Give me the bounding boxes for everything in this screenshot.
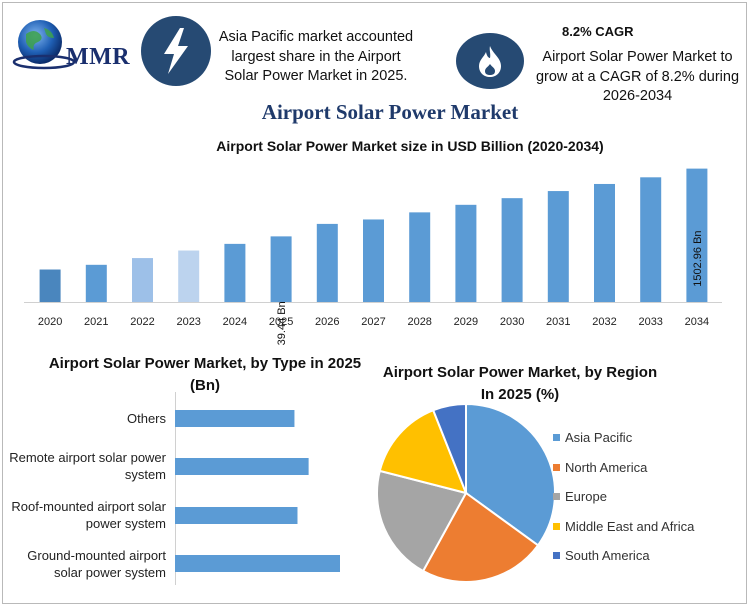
legend-label: Europe — [565, 489, 607, 505]
legend-item: North America — [553, 453, 694, 483]
lightning-icon — [164, 28, 188, 74]
bar-2034 — [686, 168, 708, 302]
legend-swatch — [553, 552, 560, 560]
info-asia-pacific: Asia Pacific market accounted largest sh… — [218, 29, 414, 84]
bar-2024 — [224, 243, 246, 302]
logo-text: MMR — [66, 44, 131, 70]
type-label-others: Others — [126, 411, 166, 426]
x-tick-label: 2029 — [454, 316, 478, 328]
flame-badge — [456, 33, 524, 89]
page-title: Airport Solar Power Market — [261, 100, 519, 124]
legend-item: Asia Pacific — [553, 423, 694, 453]
type-chart-title: Airport Solar Power Market, by Type in 2… — [48, 355, 362, 394]
legend-label: South America — [565, 548, 650, 564]
type-label-roof: Roof-mounted airport solar power system — [11, 499, 166, 531]
cagr-title: 8.2% CAGR — [562, 24, 634, 39]
legend-item: Europe — [553, 482, 694, 512]
lightning-badge — [141, 16, 211, 86]
globe-icon — [12, 20, 76, 70]
bar-2033 — [640, 177, 662, 302]
x-tick-label: 2026 — [315, 316, 339, 328]
x-tick-label: 2033 — [638, 316, 662, 328]
legend-item: South America — [553, 541, 694, 571]
bar-2026 — [316, 223, 338, 302]
x-tick-label: 2025 — [269, 316, 293, 328]
x-tick-label: 2024 — [223, 316, 247, 328]
region-chart-title: Airport Solar Power Market, by Region In… — [382, 364, 658, 403]
x-tick-label: 2027 — [361, 316, 385, 328]
mmr-logo — [10, 18, 135, 78]
x-tick-label: 2023 — [176, 316, 200, 328]
info-cagr: Airport Solar Power Market to grow at a … — [535, 49, 740, 104]
bar-2021 — [85, 264, 107, 302]
bar-2020 — [39, 269, 61, 302]
x-tick-label: 2034 — [685, 316, 709, 328]
x-tick-label: 2032 — [592, 316, 616, 328]
bar-2022 — [132, 258, 153, 302]
legend-label: North America — [565, 459, 648, 475]
legend-swatch — [553, 522, 560, 530]
x-tick-label: 2022 — [130, 316, 154, 328]
flame-icon — [479, 46, 501, 77]
bar-data-label: 739.44 Bn — [276, 301, 288, 345]
x-tick-label: 2020 — [38, 316, 62, 328]
bar-2028 — [409, 212, 431, 302]
bar-2031 — [547, 191, 569, 302]
x-tick-label: 2028 — [407, 316, 431, 328]
x-tick-label: 2021 — [84, 316, 108, 328]
bar-2030 — [501, 198, 523, 302]
pie-legend: Asia Pacific North America Europe Middle… — [553, 423, 694, 571]
bar-chart-title: Airport Solar Power Market size in USD B… — [216, 138, 604, 154]
legend-item: Middle East and Africa — [553, 512, 694, 542]
x-tick-label: 2030 — [500, 316, 524, 328]
bar-2027 — [363, 219, 384, 302]
legend-swatch — [553, 434, 560, 442]
legend-label: Middle East and Africa — [565, 518, 695, 534]
bar-data-label: 1502.96 Bn — [692, 230, 704, 286]
legend-label: Asia Pacific — [565, 430, 633, 446]
type-label-ground: Ground-mounted airport solar power syste… — [27, 548, 166, 580]
legend-swatch — [553, 493, 560, 501]
bar-2025 — [270, 236, 292, 302]
x-tick-label: 2031 — [546, 316, 570, 328]
bar-2032 — [594, 183, 615, 302]
bar-2029 — [455, 204, 477, 302]
bar-2023 — [178, 250, 200, 302]
type-label-remote: Remote airport solar power system — [9, 450, 166, 482]
legend-swatch — [553, 463, 560, 471]
